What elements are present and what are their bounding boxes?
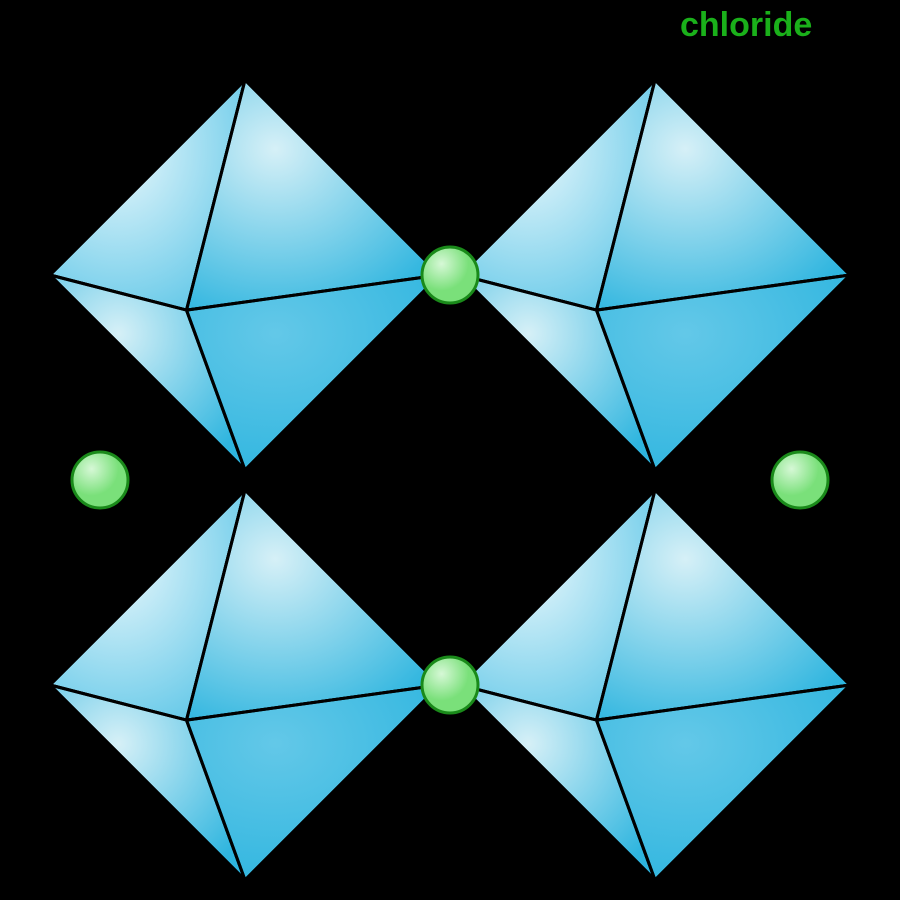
chloride-atom bbox=[772, 452, 828, 508]
octahedron bbox=[50, 80, 440, 470]
octahedron bbox=[460, 80, 850, 470]
octahedron bbox=[50, 490, 440, 880]
chloride-atom bbox=[72, 452, 128, 508]
chloride-atom bbox=[422, 247, 478, 303]
octahedron bbox=[460, 490, 850, 880]
chloride-atom bbox=[422, 657, 478, 713]
structure-diagram: nanoxonanoxo bbox=[0, 0, 900, 900]
